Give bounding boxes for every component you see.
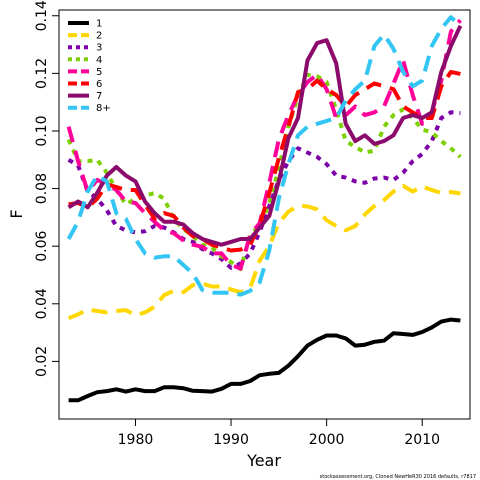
series-line-5	[66, 18, 462, 271]
y-tick-label-6: 0.14	[34, 0, 50, 31]
y-tick-label-4: 0.10	[34, 115, 50, 146]
x-tick-label-2010: 2010	[404, 432, 440, 448]
legend-label-8plus: 8+	[96, 103, 111, 114]
y-tick-label-5: 0.12	[34, 58, 50, 89]
series-line-2	[67, 183, 461, 321]
legend-label-3: 3	[96, 43, 102, 54]
legend-label-7: 7	[96, 91, 102, 102]
x-tick-label-2000: 2000	[309, 432, 345, 448]
y-axis: 0.02 0.04 0.06 0.08 0.10 0.12 0.14	[34, 0, 59, 377]
plot-frame	[58, 9, 471, 420]
series-line-3	[67, 110, 461, 270]
y-tick-label-1: 0.04	[34, 288, 50, 319]
y-tick-label-3: 0.08	[34, 173, 50, 204]
series-line-1	[68, 317, 461, 403]
y-axis-title: F	[7, 209, 26, 218]
legend-label-6: 6	[96, 79, 102, 90]
series-line-6	[68, 69, 461, 253]
legend-label-2: 2	[96, 31, 102, 42]
plot-area	[66, 15, 463, 403]
legend-label-5: 5	[96, 67, 102, 78]
y-tick-label-2: 0.06	[34, 231, 50, 262]
series-line-7	[67, 24, 463, 247]
legend-label-1: 1	[96, 19, 102, 30]
x-axis-title: Year	[246, 451, 281, 470]
x-tick-label-1990: 1990	[213, 432, 249, 448]
footnote: stockassessment.org, Cloned NewHeR30 201…	[320, 474, 476, 480]
legend-label-4: 4	[96, 55, 102, 66]
x-tick-label-1980: 1980	[118, 432, 154, 448]
y-tick-label-0: 0.02	[34, 346, 50, 377]
series-line-4	[66, 72, 462, 272]
x-axis: 1980 1990 2000 2010	[118, 419, 440, 448]
